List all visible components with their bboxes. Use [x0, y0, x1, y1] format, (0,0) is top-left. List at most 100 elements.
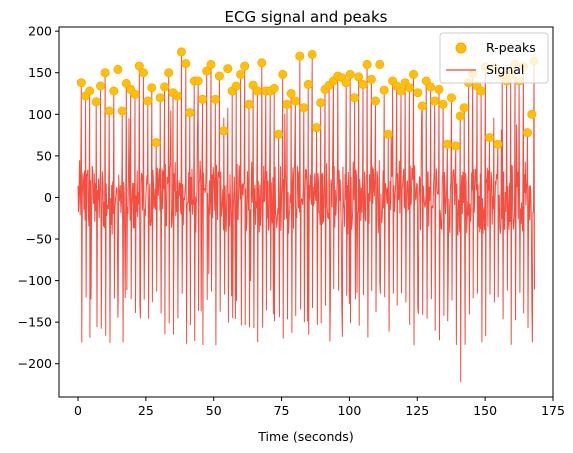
- chart-title: ECG signal and peaks: [225, 8, 388, 26]
- r-peak-point: [282, 99, 292, 109]
- r-peak-point: [413, 88, 423, 98]
- r-peak-point: [522, 128, 532, 138]
- r-peak-point: [185, 108, 195, 118]
- r-peak-point: [143, 96, 153, 106]
- r-peak-point: [76, 78, 86, 88]
- r-peak-point: [117, 106, 127, 116]
- r-peak-point: [366, 74, 376, 84]
- y-tick-label: 50: [36, 148, 52, 163]
- y-tick-label: −200: [18, 356, 52, 371]
- x-tick-label: 0: [74, 403, 82, 418]
- r-peak-point: [193, 76, 203, 86]
- r-peak-point: [96, 81, 106, 91]
- r-peak-point: [257, 58, 267, 68]
- r-peak-point: [181, 59, 191, 69]
- y-tick-label: −150: [18, 315, 52, 330]
- r-peak-point: [151, 138, 161, 148]
- r-peak-point: [278, 69, 288, 79]
- r-peak-point: [210, 94, 220, 104]
- r-peak-point: [442, 139, 452, 149]
- y-tick-label: 0: [44, 190, 52, 205]
- r-peak-point: [109, 86, 119, 96]
- r-peak-point: [147, 83, 157, 93]
- r-peak-point: [172, 91, 182, 101]
- r-peak-point: [202, 66, 212, 76]
- r-peak-point: [430, 96, 440, 106]
- r-peak-point: [417, 101, 427, 111]
- r-peak-point: [160, 82, 170, 92]
- r-peak-point: [379, 85, 389, 95]
- r-peak-point: [295, 51, 305, 61]
- r-peak-point: [138, 68, 148, 78]
- r-peak-point: [527, 109, 537, 119]
- r-peak-point: [396, 86, 406, 96]
- y-tick-label: −100: [18, 273, 52, 288]
- r-peak-point: [91, 97, 101, 107]
- r-peak-point: [130, 89, 140, 99]
- x-tick-label: 125: [405, 403, 429, 418]
- y-tick-label: −50: [26, 232, 52, 247]
- r-peak-point: [345, 69, 355, 79]
- r-peak-point: [446, 93, 456, 103]
- legend: R-peaks Signal: [439, 32, 549, 84]
- r-peak-point: [455, 111, 465, 121]
- x-tick-label: 75: [274, 403, 290, 418]
- x-axis-label: Time (seconds): [257, 429, 353, 444]
- r-peak-point: [426, 82, 436, 92]
- y-tick-label: 200: [28, 24, 52, 39]
- r-peak-point: [408, 69, 418, 79]
- r-peak-point: [231, 81, 241, 91]
- r-peak-point: [459, 103, 469, 113]
- r-peak-point: [236, 69, 246, 79]
- r-peak-point: [155, 93, 165, 103]
- r-peak-point: [354, 72, 364, 82]
- r-peak-point: [219, 126, 229, 136]
- x-tick-label: 150: [473, 403, 497, 418]
- r-peak-point: [198, 94, 208, 104]
- r-peak-point: [214, 71, 224, 81]
- r-peak-point: [240, 61, 250, 71]
- r-peak-point: [164, 68, 174, 78]
- r-peak-point: [312, 123, 322, 133]
- signal-line: [77, 51, 535, 383]
- r-peak-point: [383, 129, 393, 139]
- r-peak-point: [375, 59, 385, 69]
- legend-signal-label: Signal: [486, 62, 524, 77]
- r-peak-point: [206, 59, 216, 69]
- legend-rpeaks-marker: [455, 42, 467, 54]
- r-peak-point: [358, 79, 368, 89]
- r-peak-point: [244, 99, 254, 109]
- r-peak-point: [476, 86, 486, 96]
- r-peak-point: [85, 86, 95, 96]
- r-peak-point: [451, 141, 461, 151]
- x-tick-label: 100: [337, 403, 361, 418]
- r-peak-point: [316, 98, 326, 108]
- r-peak-point: [434, 84, 444, 94]
- y-tick-label: 100: [28, 107, 52, 122]
- r-peak-point: [176, 47, 186, 57]
- r-peak-point: [286, 89, 296, 99]
- r-peak-point: [370, 96, 380, 106]
- r-peak-point: [350, 93, 360, 103]
- y-axis: −200 −150 −100 −50 0 50 100 150 200: [18, 24, 59, 371]
- r-peak-point: [269, 84, 279, 94]
- r-peak-point: [307, 49, 317, 59]
- r-peak-point: [223, 64, 233, 74]
- r-peak-point: [438, 99, 448, 109]
- plot-frame: [58, 26, 554, 398]
- legend-rpeaks-label: R-peaks: [486, 40, 536, 55]
- r-peak-point: [104, 106, 114, 116]
- x-tick-label: 175: [541, 403, 565, 418]
- r-peak-point: [303, 79, 313, 89]
- r-peak-point: [100, 68, 110, 78]
- r-peak-point: [299, 103, 309, 113]
- r-peak-point: [113, 64, 123, 74]
- r-peak-point: [484, 133, 494, 143]
- y-tick-label: 150: [28, 65, 52, 80]
- r-peak-point: [290, 96, 300, 106]
- signal-layer: [77, 51, 535, 383]
- r-peak-point: [341, 78, 351, 88]
- r-peak-point: [362, 59, 372, 69]
